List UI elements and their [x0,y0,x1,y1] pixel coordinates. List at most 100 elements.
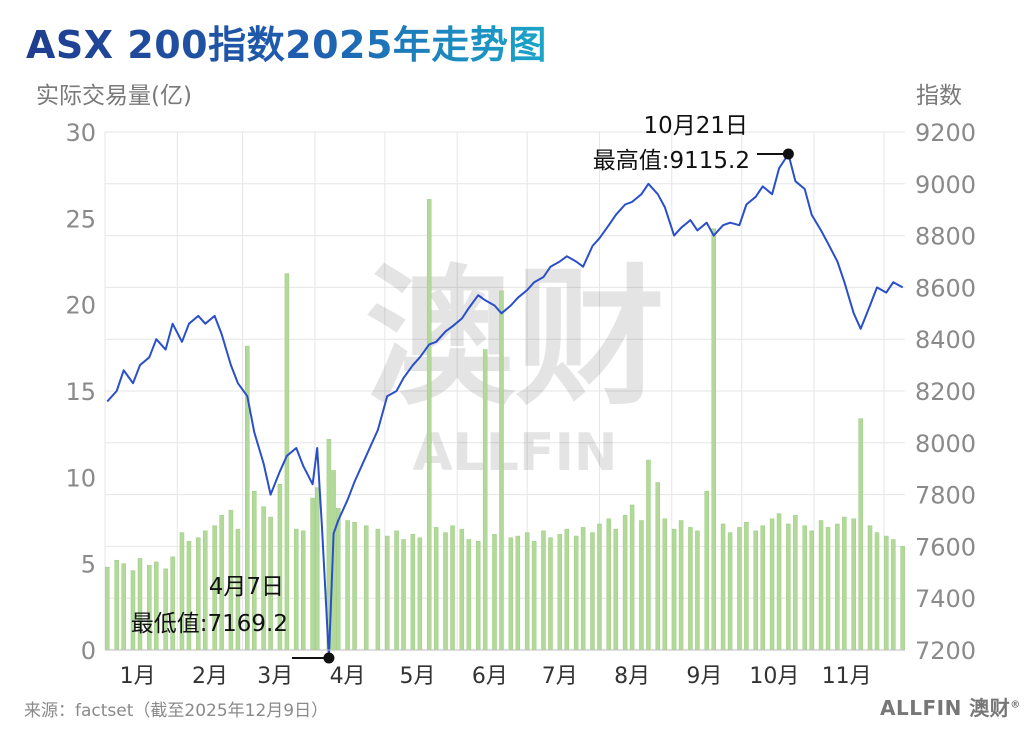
right-tick-label: 8400 [915,326,976,354]
volume-bar [410,534,416,651]
volume-bar [744,521,749,651]
left-tick-label: 10 [65,464,96,492]
volume-bar [121,563,126,651]
volume-bar [802,525,807,651]
volume-bar [294,528,299,651]
volume-bar [450,525,455,651]
volume-bar [508,537,514,651]
volume-bar [884,535,889,651]
month-label: 5月 [400,664,436,689]
volume-bar [147,565,152,651]
volume-bar [105,566,110,651]
month-label: 6月 [472,664,508,689]
left-tick-label: 25 [65,205,96,233]
volume-bar [760,525,765,651]
watermark-cn: 澳财 [365,252,665,426]
low-value-label: 最低值:7169.2 [131,611,288,637]
volume-bar [459,528,465,651]
volume-bar [557,534,563,651]
volume-bar [671,528,677,651]
month-label: 11月 [822,664,872,689]
right-tick-label: 8600 [915,274,976,302]
volume-bar [842,516,847,651]
right-tick-label: 8800 [915,223,976,251]
brand-logo: ALLFIN 澳财® [880,692,1021,721]
volume-bar [851,518,856,651]
left-tick-label: 15 [65,378,96,406]
volume-bar [769,518,775,651]
volume-bar [704,490,709,651]
volume-bar [737,527,742,651]
month-label: 1月 [120,664,156,689]
watermark: 澳财 ALLFIN [365,252,665,483]
volume-bar [874,532,880,651]
month-label: 4月 [330,664,366,689]
volume-bar [858,418,863,651]
volume-bar [573,535,579,651]
high-date-label: 10月21日 [643,113,748,139]
volume-bar [345,520,350,651]
volume-bar [655,482,661,651]
low-date-label: 4月7日 [209,574,284,600]
volume-bar [639,520,644,651]
volume-bar [548,537,553,651]
volume-bar [646,459,651,651]
volume-bar [809,530,814,651]
right-tick-label: 8200 [915,378,976,406]
left-tick-label: 0 [81,637,96,665]
right-tick-label: 7400 [915,585,976,613]
volume-bar [384,535,390,651]
month-label: 9月 [686,664,722,689]
volume-bar [867,525,873,651]
volume-bar [818,520,824,651]
volume-bar [613,528,619,651]
volume-bar [835,523,840,651]
volume-bar [492,534,497,651]
volume-bar [531,540,537,651]
volume-bar [314,487,320,651]
volume-bar [753,530,758,651]
volume-bar [564,528,570,651]
volume-bar [629,504,635,651]
volume-bar [475,540,481,651]
volume-bar [245,345,250,651]
volume-bar [363,525,369,651]
volume-bar [524,532,530,651]
watermark-en: ALLFIN [413,423,618,483]
volume-bar [720,523,726,651]
volume-bar [541,530,546,651]
volume-bar [417,537,423,651]
volume-bar [163,568,168,651]
month-label: 3月 [257,664,293,689]
high-value-label: 最高值:9115.2 [593,148,750,174]
month-label: 2月 [192,664,228,689]
low-marker [323,652,335,664]
volume-bar [443,532,448,651]
volume-bar [606,518,612,651]
volume-bar [825,527,831,651]
axes: 0 5 10 15 20 25 30 7200 7400 7600 7800 8000 8200 8400… [65,119,976,689]
volume-bar [301,530,306,651]
left-tick-label: 5 [81,551,96,579]
volume-bar [793,515,798,651]
volume-bar [580,527,586,651]
volume-bar [711,228,716,651]
volume-bar [515,535,521,651]
volume-bar [284,273,290,651]
right-tick-label: 7800 [915,482,976,510]
volume-bar [499,290,504,651]
volume-bar [776,513,782,651]
volume-bar [482,349,488,651]
right-tick-label: 8000 [915,430,976,458]
volume-bar [900,546,905,651]
volume-bar [466,539,472,651]
volume-bar [590,532,595,651]
volume-bar [335,508,341,651]
month-label: 8月 [614,664,650,689]
volume-bar [891,539,896,651]
volume-bar [310,497,315,651]
volume-bar [622,515,628,651]
volume-bar [727,532,733,651]
index-series-line [106,153,904,659]
